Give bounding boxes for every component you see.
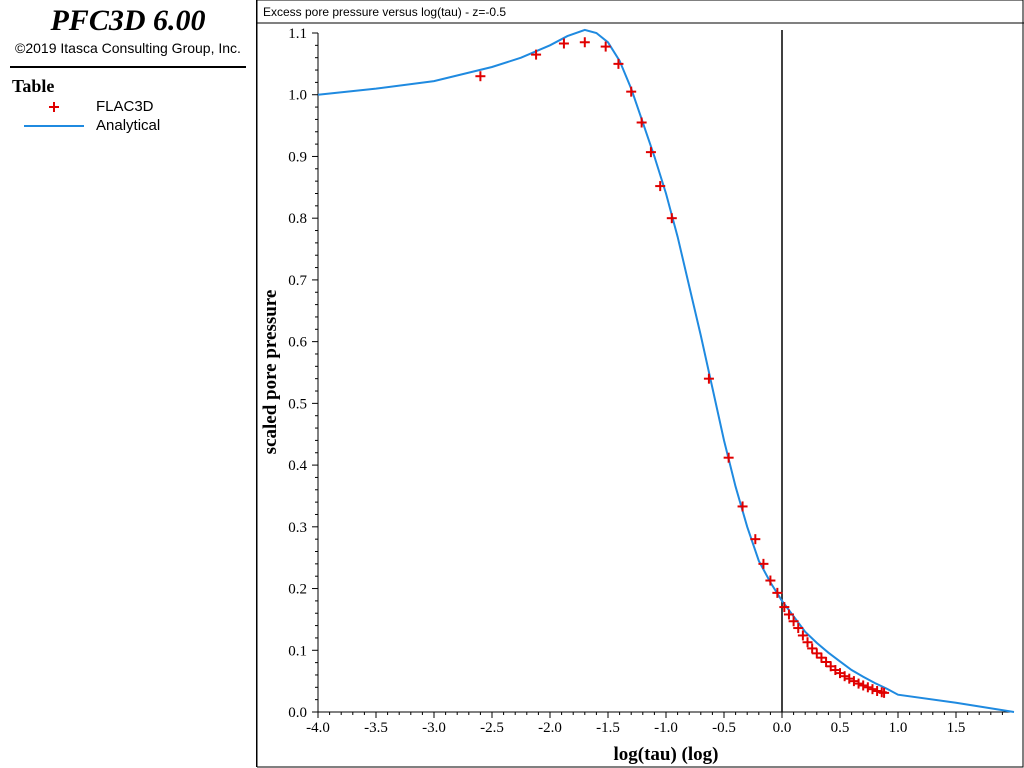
flac3d-point xyxy=(723,452,734,463)
y-tick-label: 1.0 xyxy=(288,88,307,104)
x-tick-label: 0.5 xyxy=(831,720,850,736)
chart-title: Excess pore pressure versus log(tau) - z… xyxy=(263,5,506,19)
y-tick-label: 0.9 xyxy=(288,149,307,165)
x-tick-label: -2.0 xyxy=(538,720,562,736)
flac3d-point xyxy=(558,38,569,49)
flac3d-point xyxy=(807,643,818,654)
chart-border xyxy=(257,0,1024,768)
x-tick-label: -0.5 xyxy=(712,720,736,736)
flac3d-point xyxy=(802,637,813,648)
flac3d-point xyxy=(872,686,883,697)
y-tick-label: 1.1 xyxy=(288,26,307,42)
plus-marker-icon xyxy=(49,102,59,112)
y-tick-label: 0.0 xyxy=(288,705,307,721)
flac3d-point xyxy=(862,682,873,693)
y-tick-label: 0.2 xyxy=(288,582,307,598)
flac3d-point xyxy=(750,534,761,545)
flac3d-point xyxy=(613,58,624,69)
y-tick-label: 0.7 xyxy=(288,273,307,289)
chart-area: Excess pore pressure versus log(tau) - z… xyxy=(257,0,1024,768)
legend-label-analytical: Analytical xyxy=(96,117,161,134)
flac3d-point xyxy=(758,558,769,569)
flac3d-point xyxy=(765,575,776,586)
flac3d-point xyxy=(645,147,656,158)
y-tick-label: 0.4 xyxy=(288,458,307,474)
analytical-line xyxy=(317,28,1015,713)
line-swatch-icon xyxy=(24,125,84,127)
x-tick-label: -3.0 xyxy=(422,720,446,736)
y-axis-label: scaled pore pressure xyxy=(260,290,281,455)
flac3d-point xyxy=(772,587,783,598)
flac3d-point xyxy=(531,49,542,60)
x-tick-label: 0.0 xyxy=(773,720,792,736)
flac3d-point xyxy=(867,684,878,695)
y-tick-label: 0.3 xyxy=(288,520,307,536)
flac3d-point xyxy=(858,680,869,691)
flac3d-series xyxy=(475,37,890,698)
y-tick-label: 0.1 xyxy=(288,643,307,659)
flac3d-point xyxy=(666,213,677,224)
flac3d-point xyxy=(579,37,590,48)
flac3d-point xyxy=(797,630,808,641)
flac3d-point xyxy=(703,373,714,384)
x-tick-label: 1.0 xyxy=(889,720,908,736)
legend-label-flac3d: FLAC3D xyxy=(96,98,154,115)
x-tick-label: -4.0 xyxy=(306,720,330,736)
flac3d-point xyxy=(793,623,804,634)
y-tick-label: 0.5 xyxy=(288,396,307,412)
copyright-text: ©2019 Itasca Consulting Group, Inc. xyxy=(15,40,241,56)
flac3d-point xyxy=(779,602,790,613)
app-title: PFC3D 6.00 xyxy=(50,4,206,37)
x-axis-label: log(tau) (log) xyxy=(613,744,718,765)
flac3d-point xyxy=(475,71,486,82)
flac3d-point xyxy=(655,181,666,192)
x-tick-label: -1.5 xyxy=(596,720,620,736)
analytical-series xyxy=(317,28,1015,713)
legend-panel: PFC3D 6.00 ©2019 Itasca Consulting Group… xyxy=(0,0,257,767)
flac3d-point xyxy=(853,678,864,689)
x-tick-label: -2.5 xyxy=(480,720,504,736)
flac3d-point xyxy=(626,86,637,97)
flac3d-point xyxy=(879,687,890,698)
legend-heading: Table xyxy=(12,76,55,96)
flac3d-point xyxy=(600,41,611,52)
y-tick-label: 0.8 xyxy=(288,211,307,227)
x-tick-label: 1.5 xyxy=(947,720,966,736)
y-tick-label: 0.6 xyxy=(288,335,307,351)
flac3d-point xyxy=(788,616,799,627)
x-tick-label: -3.5 xyxy=(364,720,388,736)
title-divider xyxy=(10,66,246,68)
x-tick-label: -1.0 xyxy=(654,720,678,736)
flac3d-point xyxy=(636,117,647,128)
axes: -4.0 -3.5 -3.0 -2.5 -2.0 -1.5 -1.0 -0.5 0.0 0.5 1.… xyxy=(288,26,1014,736)
flac3d-point xyxy=(783,609,794,620)
flac3d-point xyxy=(737,501,748,512)
